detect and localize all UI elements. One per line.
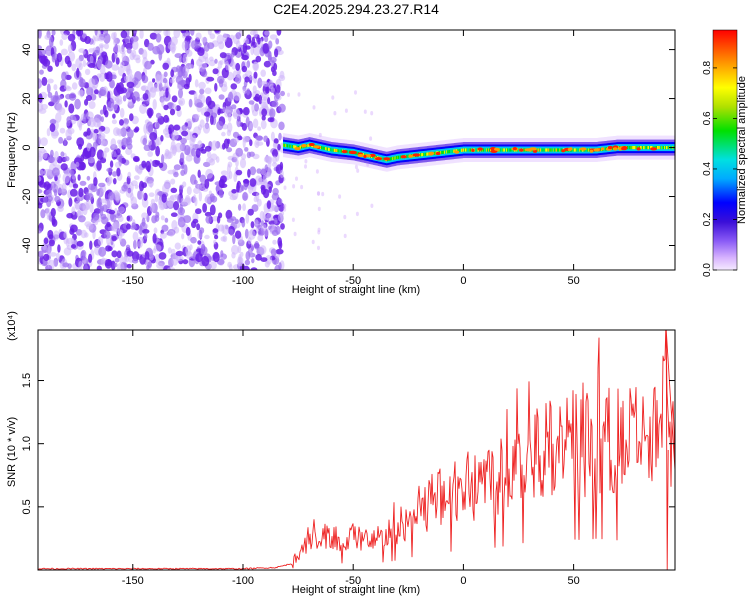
y-tick-label: 0 xyxy=(21,144,33,150)
snr-panel: -150 -100 -50 0 50 0.5 1.0 1.5 Height of strai… xyxy=(6,311,676,596)
colorbar-tick-label: 0.8 xyxy=(702,61,713,75)
spectrogram-x-label: Height of straight line (km) xyxy=(292,284,420,296)
spectrogram-x-ticks: -150 -100 -50 0 50 xyxy=(122,30,580,287)
colorbar-gradient xyxy=(712,29,738,271)
noise-speckle-region xyxy=(38,30,374,270)
x-tick-label: 0 xyxy=(460,575,466,587)
colorbar-tick-label: 0.0 xyxy=(702,263,713,277)
snr-y-ticks: 0.5 1.0 1.5 xyxy=(21,373,675,514)
colorbar: 0.0 0.2 0.4 0.6 0.8 Normalized spectral ampl… xyxy=(702,29,748,277)
spectrogram-y-label: Frequency (Hz) xyxy=(6,112,18,188)
y-tick-label: 1.0 xyxy=(21,436,33,451)
snr-plot-area xyxy=(38,330,675,570)
spectrogram-frame xyxy=(37,29,676,271)
spectrogram-y-ticks: -40 -20 0 20 40 xyxy=(21,43,675,253)
spectrogram-panel: -150 -100 -50 0 50 -40 -20 0 20 40 Height of str… xyxy=(6,29,676,296)
x-tick-label: -150 xyxy=(122,275,144,287)
x-tick-label: 50 xyxy=(567,575,579,587)
colorbar-tick-label: 0.4 xyxy=(702,162,713,176)
colorbar-label: Normalized spectral amplitude xyxy=(736,76,748,224)
snr-y-label: SNR (10 * v/v) xyxy=(6,417,18,487)
colorbar-ticks: 0.0 0.2 0.4 0.6 0.8 xyxy=(702,61,737,277)
x-tick-label: 50 xyxy=(567,275,579,287)
snr-series xyxy=(38,330,675,570)
x-tick-label: 0 xyxy=(460,275,466,287)
snr-x-ticks: -150 -100 -50 0 50 xyxy=(122,330,580,587)
x-tick-label: -150 xyxy=(122,575,144,587)
colorbar-tick-label: 0.2 xyxy=(702,212,713,226)
y-tick-label: -40 xyxy=(21,238,33,254)
y-tick-label: -20 xyxy=(21,189,33,205)
x-tick-label: -50 xyxy=(345,575,361,587)
x-tick-label: -100 xyxy=(232,275,254,287)
x-tick-label: -100 xyxy=(232,575,254,587)
snr-y-multiplier: (x10⁴) xyxy=(6,311,18,341)
y-tick-label: 40 xyxy=(21,43,33,55)
x-tick-label: -50 xyxy=(345,275,361,287)
snr-series-line xyxy=(38,330,675,570)
chart-title: C2E4.2025.294.23.27.R14 xyxy=(273,1,439,17)
signal-ridge xyxy=(283,133,675,172)
y-tick-label: 0.5 xyxy=(21,499,33,514)
snr-frame xyxy=(37,329,676,571)
y-tick-label: 1.5 xyxy=(21,373,33,388)
snr-x-label: Height of straight line (km) xyxy=(292,584,420,596)
colorbar-tick-label: 0.6 xyxy=(702,111,713,125)
y-tick-label: 20 xyxy=(21,92,33,104)
